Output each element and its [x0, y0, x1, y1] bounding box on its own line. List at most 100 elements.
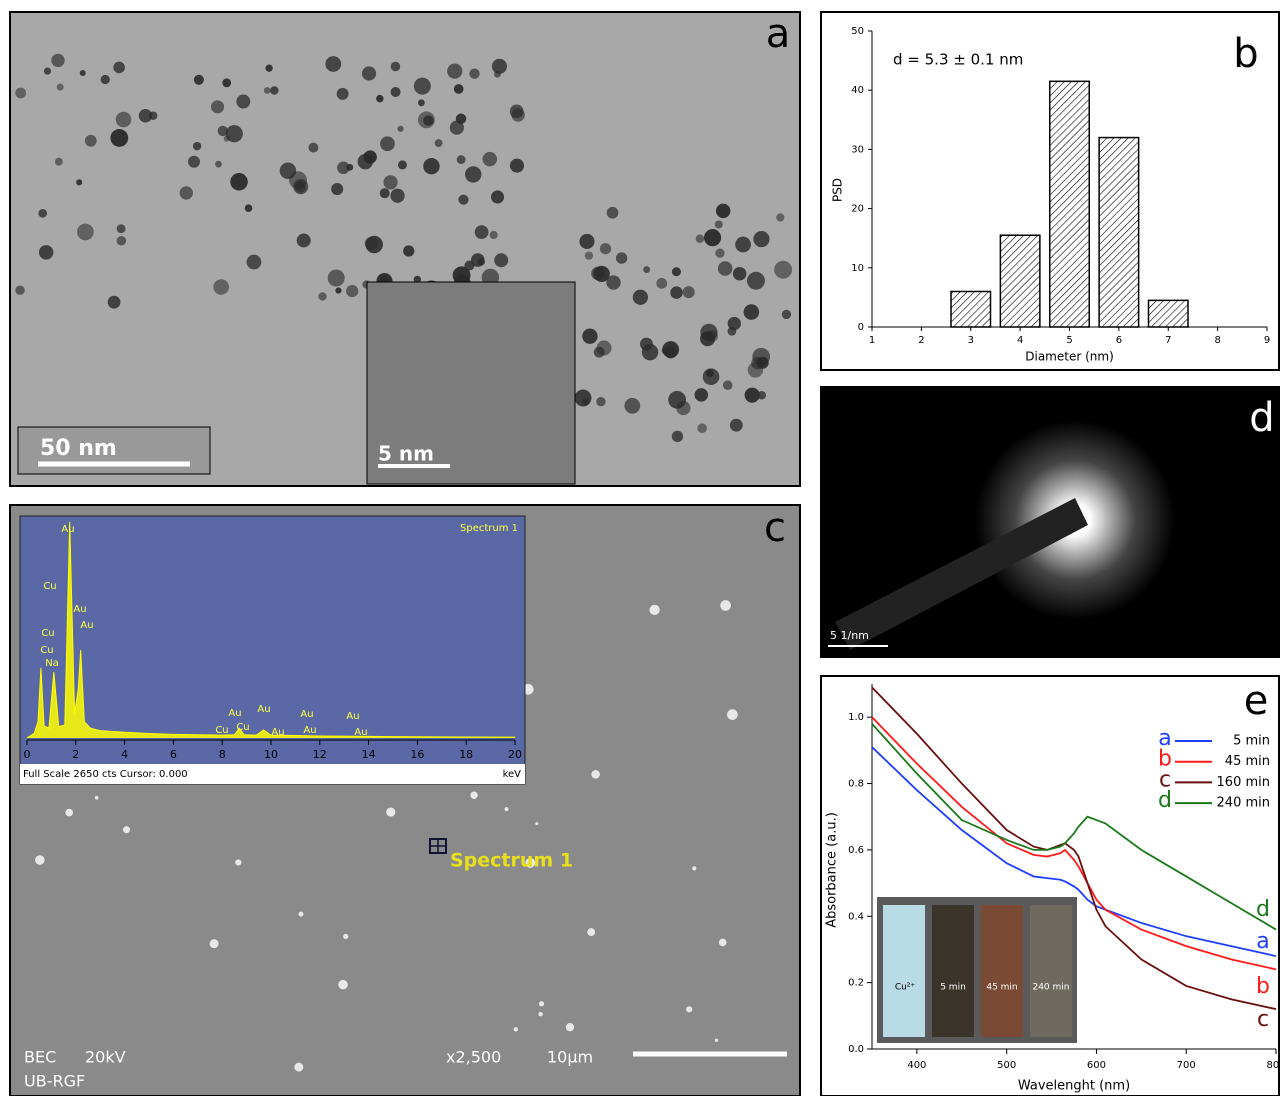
particle — [718, 261, 733, 276]
particle — [346, 285, 358, 297]
legend-letter: d — [1158, 788, 1172, 813]
curve-label: d — [1256, 897, 1270, 922]
panel-label: c — [764, 505, 786, 551]
particle — [649, 605, 659, 615]
particle — [730, 419, 743, 432]
peak-label: Cu — [41, 628, 54, 639]
particle — [76, 179, 82, 185]
x-tick-label: 8 — [219, 748, 226, 761]
panel-label: a — [766, 11, 791, 57]
particle — [696, 235, 705, 244]
annotation: d = 5.3 ± 0.1 nm — [893, 51, 1023, 69]
particle — [490, 231, 498, 239]
particle — [423, 158, 439, 174]
legend-label: 45 min — [1225, 754, 1270, 769]
particle — [343, 934, 348, 939]
bar — [1050, 81, 1090, 327]
particle — [383, 175, 397, 189]
particle — [735, 237, 751, 253]
particle — [265, 65, 272, 72]
x-axis-label: Diameter (nm) — [1025, 350, 1114, 364]
particle — [331, 183, 343, 195]
peak-label: Cu — [236, 722, 249, 733]
x-tick-label: 10 — [264, 748, 278, 761]
particle — [390, 189, 404, 203]
particle — [386, 807, 395, 816]
spectrum-label: Spectrum 1 — [450, 850, 573, 872]
particle — [245, 204, 253, 212]
particle — [753, 231, 769, 247]
peak-label: Au — [228, 708, 241, 719]
particle — [398, 160, 407, 169]
particle — [728, 317, 741, 330]
peak-label: Au — [303, 725, 316, 736]
particle — [270, 86, 279, 95]
y-tick-label: 40 — [851, 85, 864, 96]
particle — [365, 237, 378, 250]
footer: Full Scale 2650 cts Cursor: 0.000 — [23, 769, 188, 780]
x-tick-label: 8 — [1214, 335, 1220, 346]
particle — [44, 68, 51, 75]
particle — [117, 224, 126, 233]
particle — [470, 792, 477, 799]
y-tick-label: 10 — [851, 263, 864, 274]
particle — [719, 939, 727, 947]
peak-label: Cu — [40, 645, 53, 656]
particle — [672, 431, 683, 442]
particle — [591, 770, 600, 779]
x-tick-label: 12 — [313, 748, 327, 761]
particle — [297, 233, 311, 247]
y-tick-label: 50 — [851, 26, 864, 37]
y-tick-label: 30 — [851, 144, 864, 155]
x-tick-label: 9 — [1264, 335, 1270, 346]
particle — [294, 1063, 303, 1072]
y-tick-label: 0 — [858, 322, 864, 333]
peak-label: Au — [61, 524, 74, 535]
particle — [116, 112, 132, 128]
panel-label: b — [1233, 31, 1258, 77]
bar — [1099, 138, 1139, 327]
peak-label: Cu — [215, 725, 228, 736]
particle — [707, 331, 718, 342]
x-tick-label: 800 — [1266, 1060, 1280, 1071]
particle — [77, 224, 94, 241]
particle — [596, 397, 605, 406]
particle — [566, 1023, 574, 1031]
particle — [335, 287, 341, 293]
particle — [535, 822, 538, 825]
particle — [65, 809, 73, 817]
particle — [15, 285, 24, 294]
particle — [748, 362, 763, 377]
particle — [662, 347, 669, 354]
particle — [683, 286, 695, 298]
sem-info: x2,500 — [446, 1048, 501, 1067]
y-tick-label: 0.2 — [848, 978, 864, 989]
particle — [139, 109, 152, 122]
vial — [932, 905, 974, 1037]
x-tick-label: 6 — [1116, 335, 1122, 346]
particle — [337, 162, 350, 175]
sem-info: 20kV — [85, 1048, 126, 1067]
particle — [697, 423, 707, 433]
legend-label: 240 min — [1217, 796, 1270, 811]
y-tick-label: 0.4 — [848, 911, 864, 922]
particle — [494, 253, 508, 267]
vial-label: 45 min — [986, 983, 1017, 993]
particle — [624, 398, 640, 414]
particle — [213, 279, 229, 295]
particle — [224, 136, 230, 142]
vial-label: 240 min — [1032, 983, 1069, 993]
x-axis-label: keV — [503, 769, 522, 780]
peak-label: Au — [257, 704, 270, 715]
particle — [668, 391, 686, 409]
particle — [464, 260, 474, 270]
vial-label: 5 min — [940, 983, 966, 993]
particle — [95, 796, 99, 800]
particle — [745, 388, 760, 403]
particle — [318, 292, 326, 300]
x-tick-label: 14 — [362, 748, 376, 761]
particle — [607, 207, 619, 219]
particle — [51, 54, 64, 67]
particle — [403, 245, 414, 256]
x-tick-label: 600 — [1087, 1060, 1106, 1071]
